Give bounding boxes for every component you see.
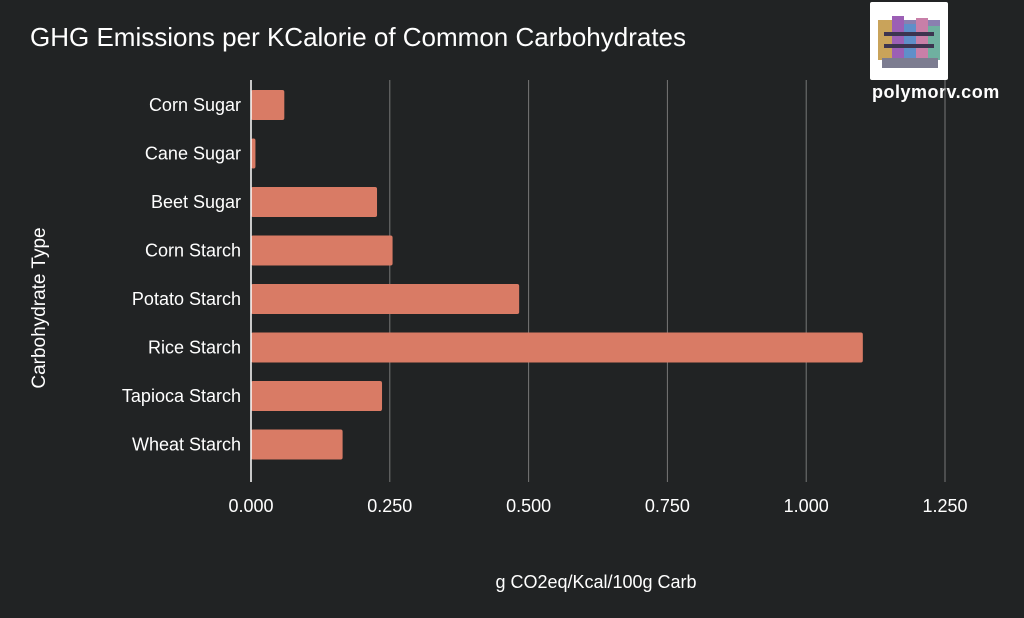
- y-tick-label: Potato Starch: [132, 289, 241, 309]
- bar: [251, 138, 256, 169]
- x-tick-label: 0.000: [228, 496, 273, 516]
- x-tick-label: 0.250: [367, 496, 412, 516]
- y-tick-label: Wheat Starch: [132, 435, 241, 455]
- logo-image: [870, 2, 948, 80]
- y-tick-label: Cane Sugar: [145, 144, 241, 164]
- x-tick-label: 1.250: [922, 496, 967, 516]
- x-tick-label: 0.750: [645, 496, 690, 516]
- y-tick-label: Rice Starch: [148, 338, 241, 358]
- bar: [251, 332, 863, 363]
- x-tick-label: 1.000: [784, 496, 829, 516]
- bismuth-crystal-icon: [878, 16, 940, 68]
- x-tick-label: 0.500: [506, 496, 551, 516]
- brand-text: polymorv.com: [872, 82, 1000, 102]
- bar: [251, 90, 285, 120]
- bar: [251, 187, 378, 217]
- y-axis-label: Carbohydrate Type: [29, 227, 50, 389]
- y-tick-label: Corn Sugar: [149, 95, 241, 115]
- bar: [251, 381, 383, 411]
- bar: [251, 284, 520, 314]
- y-tick-label: Tapioca Starch: [122, 386, 241, 406]
- x-axis-label: g CO2eq/Kcal/100g Carb: [495, 572, 697, 592]
- bar: [251, 429, 343, 460]
- chart-title: GHG Emissions per KCalorie of Common Car…: [30, 22, 687, 52]
- y-tick-label: Corn Starch: [145, 241, 241, 261]
- y-tick-label: Beet Sugar: [151, 192, 241, 212]
- bar: [251, 235, 393, 266]
